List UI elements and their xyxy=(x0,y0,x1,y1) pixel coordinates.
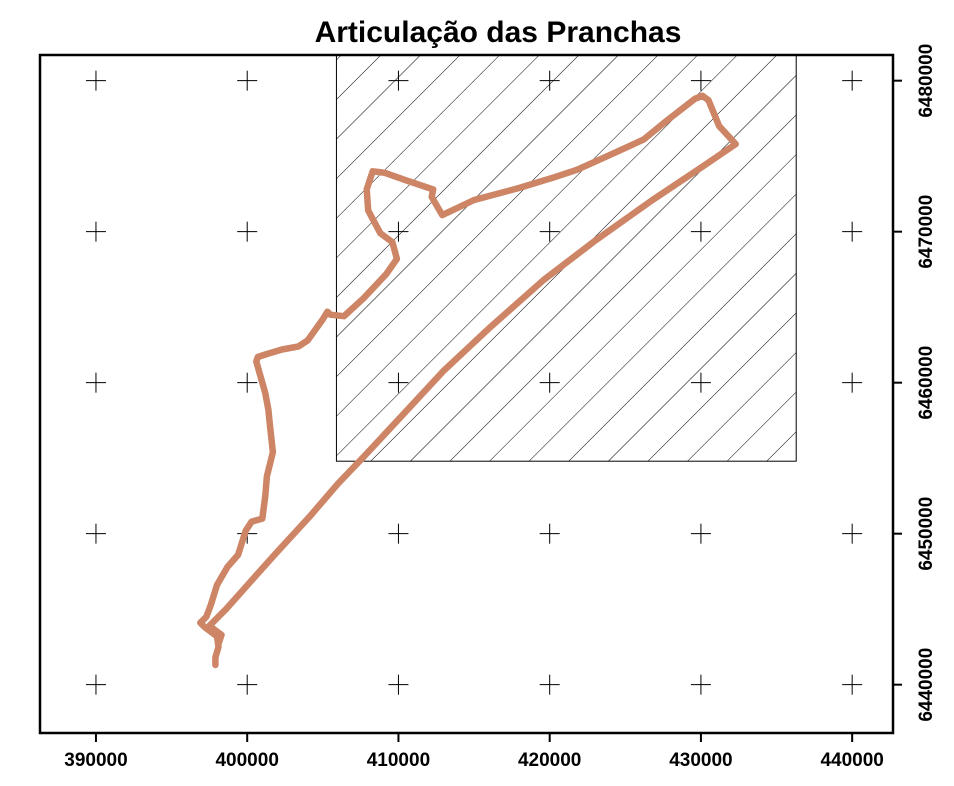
grid-cross xyxy=(237,70,258,91)
grid-cross xyxy=(85,372,106,393)
grid-cross xyxy=(237,372,258,393)
y-tick-label: 6440000 xyxy=(916,648,937,722)
grid-cross xyxy=(85,70,106,91)
grid-cross xyxy=(237,674,258,695)
grid-cross xyxy=(85,674,106,695)
grid-cross xyxy=(85,221,106,242)
grid-cross xyxy=(842,523,863,544)
route-line xyxy=(197,92,739,669)
grid-cross xyxy=(237,221,258,242)
grid-cross xyxy=(85,523,106,544)
grid-cross xyxy=(690,523,711,544)
y-axis: 6440000 6450000 6460000 6470000 6480000 xyxy=(893,44,937,722)
y-tick-label: 6470000 xyxy=(916,195,937,269)
x-tick-label: 410000 xyxy=(367,750,430,771)
grid-cross xyxy=(539,523,560,544)
grid-cross xyxy=(842,221,863,242)
sheet-area xyxy=(335,55,797,462)
x-tick-label: 390000 xyxy=(64,750,127,771)
grid-cross xyxy=(842,70,863,91)
x-tick-label: 430000 xyxy=(669,750,732,771)
map-title: Articulação das Pranchas xyxy=(315,16,682,49)
x-tick-label: 420000 xyxy=(518,750,581,771)
y-tick-label: 6450000 xyxy=(916,497,937,571)
x-axis: 390000 400000 410000 420000 430000 440000 xyxy=(64,733,884,771)
grid-cross xyxy=(539,674,560,695)
x-tick-label: 440000 xyxy=(820,750,883,771)
plot-frame xyxy=(38,53,895,735)
grid-cross xyxy=(690,674,711,695)
grid-cross xyxy=(388,523,409,544)
x-tick-label: 400000 xyxy=(215,750,278,771)
grid-cross xyxy=(388,674,409,695)
y-tick-label: 6460000 xyxy=(916,346,937,420)
grid-cross xyxy=(842,372,863,393)
grid-cross xyxy=(842,674,863,695)
y-tick-label: 6480000 xyxy=(916,44,937,118)
